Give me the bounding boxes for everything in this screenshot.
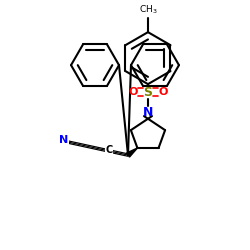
Polygon shape — [126, 148, 138, 157]
Text: O: O — [158, 87, 168, 97]
Text: CH$_3$: CH$_3$ — [139, 4, 157, 16]
Text: N: N — [143, 106, 153, 118]
Text: O: O — [128, 87, 138, 97]
Text: C: C — [106, 146, 113, 156]
Text: N: N — [60, 135, 69, 145]
Text: S: S — [144, 86, 152, 98]
